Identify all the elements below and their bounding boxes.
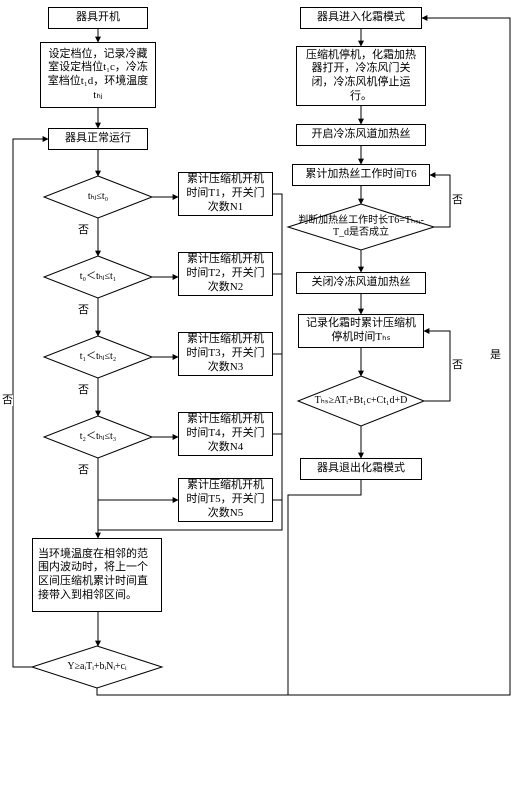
node-r2-text: 累计压缩机开机时间T2，开关门次数N2 [184,253,267,294]
node-r1: 累计压缩机开机时间T1，开关门次数N1 [178,172,273,216]
node-heater-off: 关闭冷冻风道加热丝 [296,272,426,294]
node-start: 器具开机 [48,7,148,29]
decision-d1-text: tₕⱼ≤t₀ [82,191,114,203]
decision-dt6: 判断加热丝工作时长T6=Tₕₛᵢ-T_d是否成立 [288,204,434,250]
node-r5-text: 累计压缩机开机时间T5，开关门次数N5 [184,479,267,520]
node-heater-off-text: 关闭冷冻风道加热丝 [312,276,411,290]
node-exit-defrost-text: 器具退出化霜模式 [317,462,405,476]
label-yes-dY: 是 [490,350,501,361]
node-heater-on: 开启冷冻风道加热丝 [296,124,426,146]
node-r3-text: 累计压缩机开机时间T3，开关门次数N3 [184,333,267,374]
node-set-params: 设定档位，记录冷藏室设定档位t₁c，冷冻室档位t₁d，环境温度tₕⱼ [40,42,156,108]
node-exit-defrost: 器具退出化霜模式 [300,458,422,480]
node-set-params-text: 设定档位，记录冷藏室设定档位t₁c，冷冻室档位t₁d，环境温度tₕⱼ [46,48,150,103]
node-r3: 累计压缩机开机时间T3，开关门次数N3 [178,332,273,376]
label-no-d2: 否 [78,305,89,316]
decision-dt6-text: 判断加热丝工作时长T6=Tₕₛᵢ-T_d是否成立 [288,215,434,239]
decision-dths-text: Tₕₛ≥ATᵢ+Bt₁c+Ct₁d+D [309,395,414,407]
node-r1-text: 累计压缩机开机时间T1，开关门次数N1 [184,173,267,214]
node-enter-defrost: 器具进入化霜模式 [300,7,422,29]
label-no-dths: 否 [452,360,463,371]
node-start-text: 器具开机 [76,11,120,25]
decision-dY: Y≥aᵢTᵢ+bᵢNᵢ+cᵢ [32,646,162,688]
node-heater-on-text: 开启冷冻风道加热丝 [312,128,411,142]
decision-dY-text: Y≥aᵢTᵢ+bᵢNᵢ+cᵢ [61,661,132,673]
label-no-left: 否 [2,395,13,406]
node-normal-run-text: 器具正常运行 [65,132,131,146]
decision-d2: t₀＜tₕⱼ≤t₁ [44,256,152,298]
decision-d2-text: t₀＜tₕⱼ≤t₁ [74,271,123,283]
node-r4-text: 累计压缩机开机时间T4，开关门次数N4 [184,413,267,454]
node-wave: 当环境温度在相邻的范围内波动时，将上一个区间压缩机累计时间直接带入到相邻区间。 [32,538,162,612]
node-r4: 累计压缩机开机时间T4，开关门次数N4 [178,412,273,456]
decision-dths: Tₕₛ≥ATᵢ+Bt₁c+Ct₁d+D [298,376,424,426]
node-normal-run: 器具正常运行 [48,128,148,150]
label-no-d1: 否 [78,225,89,236]
decision-d3-text: t₁＜tₕⱼ≤t₂ [74,351,123,363]
node-wave-text: 当环境温度在相邻的范围内波动时，将上一个区间压缩机累计时间直接带入到相邻区间。 [38,548,156,603]
label-no-dt6: 否 [452,195,463,206]
node-enter-defrost-text: 器具进入化霜模式 [317,11,405,25]
node-t6-text: 累计加热丝工作时间T6 [305,168,416,182]
label-no-d3: 否 [78,385,89,396]
decision-d4-text: t₂＜tₕⱼ≤t₃ [74,431,123,443]
node-r2: 累计压缩机开机时间T2，开关门次数N2 [178,252,273,296]
decision-d1: tₕⱼ≤t₀ [44,176,152,218]
node-compressor-stop-text: 压缩机停机，化霜加热器打开，冷冻风门关闭，冷冻风机停止运行。 [302,49,420,104]
label-no-d4: 否 [78,465,89,476]
node-compressor-stop: 压缩机停机，化霜加热器打开，冷冻风门关闭，冷冻风机停止运行。 [296,46,426,106]
node-ths-text: 记录化霜时累计压缩机停机时间Tₕₛ [304,317,418,345]
node-r5: 累计压缩机开机时间T5，开关门次数N5 [178,478,273,522]
decision-d3: t₁＜tₕⱼ≤t₂ [44,336,152,378]
node-ths: 记录化霜时累计压缩机停机时间Tₕₛ [298,314,424,348]
decision-d4: t₂＜tₕⱼ≤t₃ [44,416,152,458]
node-t6: 累计加热丝工作时间T6 [292,164,430,186]
